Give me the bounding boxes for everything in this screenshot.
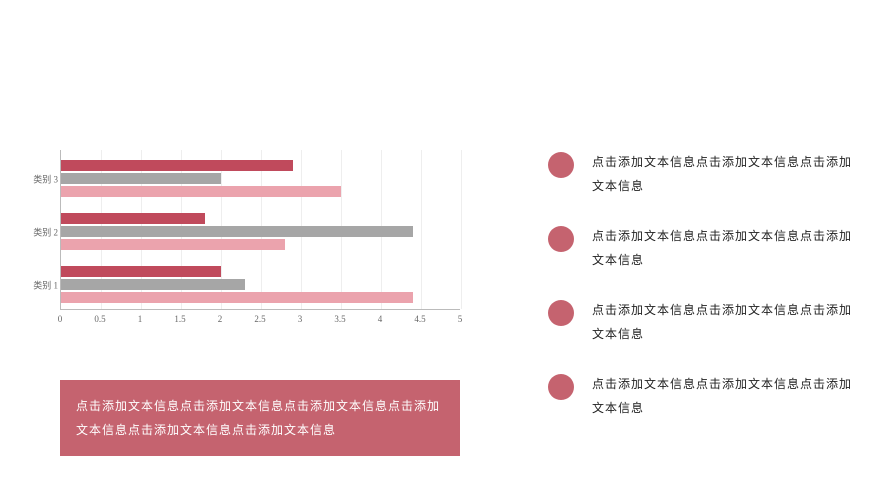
right-column: 点击添加文本信息点击添加文本信息点击添加文本信息点击添加文本信息点击添加文本信息… xyxy=(548,150,858,446)
bullet-text: 点击添加文本信息点击添加文本信息点击添加文本信息 xyxy=(592,298,858,346)
x-axis-label: 5 xyxy=(458,314,463,324)
bar xyxy=(61,292,413,303)
y-axis-labels: 类别 3 类别 2 类别 1 xyxy=(26,150,58,310)
bullet-text: 点击添加文本信息点击添加文本信息点击添加文本信息 xyxy=(592,150,858,198)
bullet-text: 点击添加文本信息点击添加文本信息点击添加文本信息 xyxy=(592,224,858,272)
bullet-dot-icon xyxy=(548,300,574,326)
slide: 类别 3 类别 2 类别 1 0 0.5 1 1.5 2 2.5 3 3.5 4 4.5 5 点击添加文… xyxy=(0,0,896,504)
x-axis-label: 4.5 xyxy=(414,314,425,324)
x-axis-label: 2.5 xyxy=(254,314,265,324)
bullet-dot-icon xyxy=(548,152,574,178)
bullet-item: 点击添加文本信息点击添加文本信息点击添加文本信息 xyxy=(548,224,858,272)
gridline xyxy=(421,150,422,309)
bar xyxy=(61,160,293,171)
bullet-item: 点击添加文本信息点击添加文本信息点击添加文本信息 xyxy=(548,372,858,420)
gridline xyxy=(461,150,462,309)
x-axis-label: 1.5 xyxy=(174,314,185,324)
x-axis-label: 4 xyxy=(378,314,383,324)
bar xyxy=(61,186,341,197)
bullet-item: 点击添加文本信息点击添加文本信息点击添加文本信息 xyxy=(548,150,858,198)
y-axis-label: 类别 3 xyxy=(33,172,58,185)
chart-plot-area xyxy=(60,150,460,310)
grouped-bar-chart: 类别 3类别 2类别 1 00.511.522.533.544.55 xyxy=(60,150,500,330)
x-axis-label: 2 xyxy=(218,314,223,324)
bar xyxy=(61,173,221,184)
left-column: 类别 3类别 2类别 1 00.511.522.533.544.55 点击添加文… xyxy=(60,150,500,456)
caption-text: 点击添加文本信息点击添加文本信息点击添加文本信息点击添加文本信息点击添加文本信息… xyxy=(76,399,440,437)
bar xyxy=(61,266,221,277)
x-axis-label: 1 xyxy=(138,314,143,324)
bullet-item: 点击添加文本信息点击添加文本信息点击添加文本信息 xyxy=(548,298,858,346)
bullet-dot-icon xyxy=(548,226,574,252)
bar xyxy=(61,239,285,250)
bullet-dot-icon xyxy=(548,374,574,400)
bar xyxy=(61,213,205,224)
caption-box: 点击添加文本信息点击添加文本信息点击添加文本信息点击添加文本信息点击添加文本信息… xyxy=(60,380,460,456)
x-axis-label: 3.5 xyxy=(334,314,345,324)
y-axis-label: 类别 2 xyxy=(33,225,58,238)
bar xyxy=(61,226,413,237)
x-axis-label: 0.5 xyxy=(94,314,105,324)
x-axis-labels: 0 0.5 1 1.5 2 2.5 3 3.5 4 4.5 5 xyxy=(60,314,460,328)
x-axis-label: 3 xyxy=(298,314,303,324)
bar xyxy=(61,279,245,290)
x-axis-label: 0 xyxy=(58,314,63,324)
y-axis-label: 类别 1 xyxy=(33,278,58,291)
bullet-text: 点击添加文本信息点击添加文本信息点击添加文本信息 xyxy=(592,372,858,420)
